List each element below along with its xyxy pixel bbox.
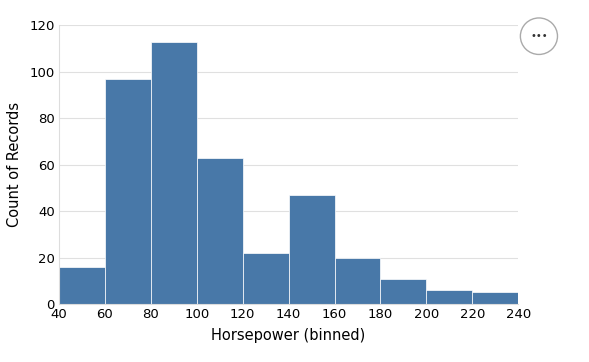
Bar (289, 195, 335, 304)
Circle shape (521, 18, 557, 54)
Bar (197, 158, 243, 304)
Bar (335, 258, 380, 304)
Bar (59, 267, 105, 304)
Y-axis label: Count of Records: Count of Records (8, 102, 22, 227)
Bar (243, 253, 289, 304)
Bar (151, 42, 197, 304)
Bar (472, 292, 518, 304)
Bar (426, 290, 472, 304)
Text: •••: ••• (530, 31, 548, 41)
X-axis label: Horsepower (binned): Horsepower (binned) (211, 328, 366, 343)
Bar (105, 79, 151, 304)
Bar (380, 278, 426, 304)
